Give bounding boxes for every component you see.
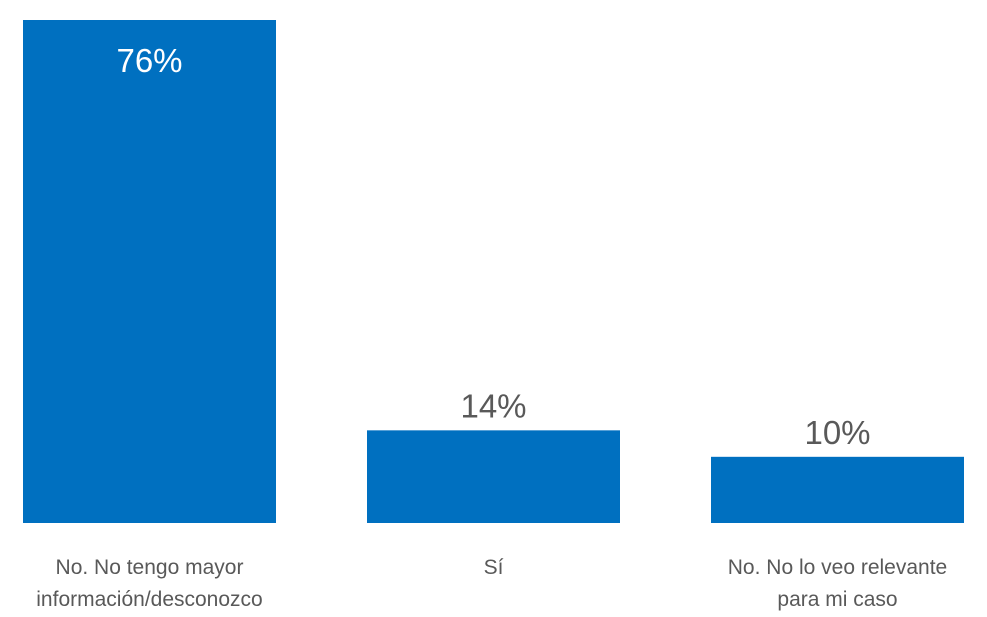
category-labels-group: No. No tengo mayor información/desconozco… xyxy=(36,556,947,611)
value-label-1: 76% xyxy=(116,42,182,79)
category-label-line: para mi caso xyxy=(777,588,897,611)
value-label-2: 14% xyxy=(460,387,526,424)
category-label-3: No. No lo veo relevante para mi caso xyxy=(728,556,947,611)
bar-1 xyxy=(23,20,276,523)
value-labels-group: 76% 14% 10% xyxy=(116,42,870,451)
bar-3 xyxy=(711,456,964,523)
category-label-2: Sí xyxy=(484,556,504,579)
category-label-line: No. No tengo mayor xyxy=(56,556,244,579)
category-label-line: No. No lo veo relevante xyxy=(728,556,947,579)
category-label-1: No. No tengo mayor información/desconozco xyxy=(36,556,262,611)
value-label-3: 10% xyxy=(804,414,870,451)
bar-2 xyxy=(367,430,620,523)
category-label-line: Sí xyxy=(484,556,504,579)
bars-group xyxy=(23,20,964,523)
category-label-line: información/desconozco xyxy=(36,588,262,611)
